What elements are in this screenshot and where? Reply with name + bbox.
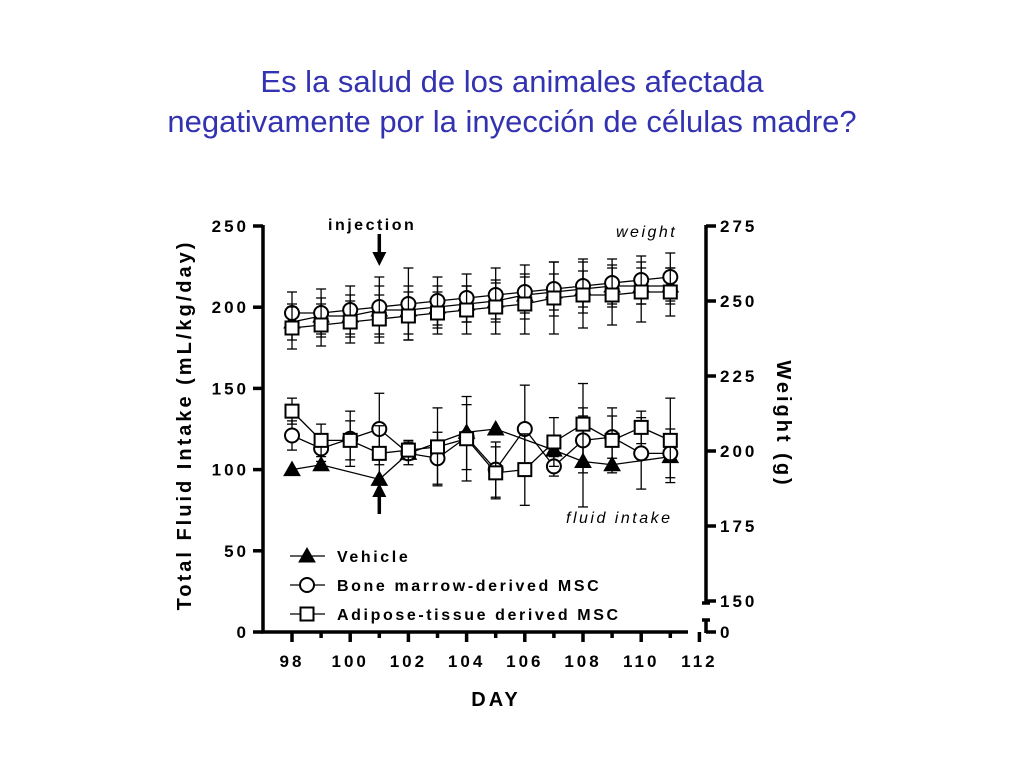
data-point <box>313 432 329 448</box>
slide-title-line-2: negativamente por la inyección de célula… <box>167 104 857 139</box>
data-point <box>604 287 620 303</box>
data-point <box>662 284 678 300</box>
x-tick-label: 100 <box>332 652 369 671</box>
legend-marker <box>299 577 315 593</box>
data-point <box>430 439 445 455</box>
data-point <box>546 290 562 306</box>
y-right-tick-label: 0 <box>720 623 732 642</box>
legend-label: Bone marrow-derived MSC <box>337 578 601 595</box>
y-left-tick-label: 100 <box>212 461 249 480</box>
legend-label: Adipose-tissue derived MSC <box>337 607 621 624</box>
data-point <box>284 403 300 419</box>
y-left-tick-label: 50 <box>224 542 249 561</box>
data-point <box>488 299 504 315</box>
legend-marker <box>299 606 315 622</box>
data-point <box>546 434 562 450</box>
series-layer <box>283 252 680 508</box>
data-point <box>312 455 330 472</box>
data-point <box>633 419 649 435</box>
y-left-tick-label: 0 <box>237 623 249 642</box>
axes: 0 50 100 150 200 250 0 150 175 200 225 250 275 98 100 1… <box>174 217 794 711</box>
series-fluid-intake-1 <box>283 415 680 508</box>
y-right-tick-label: 200 <box>720 442 757 461</box>
injection-label: injection <box>328 217 416 234</box>
data-point <box>486 419 505 436</box>
data-point <box>400 308 416 324</box>
data-point <box>342 314 358 330</box>
injection-arrow-up-head <box>372 483 387 497</box>
data-point <box>575 416 591 432</box>
data-point <box>371 311 387 327</box>
y-right-tick-label: 225 <box>720 367 757 386</box>
legend-marker <box>298 546 316 563</box>
y-right-tick-label: 275 <box>720 217 757 236</box>
y-left-tick-label: 200 <box>212 298 249 317</box>
data-point <box>604 432 620 448</box>
x-tick-label: 102 <box>390 652 427 671</box>
data-point <box>284 427 300 444</box>
data-point <box>459 302 475 318</box>
data-point <box>284 320 300 336</box>
y-left-tick-label: 250 <box>212 217 249 236</box>
data-point <box>517 296 533 312</box>
data-point <box>633 445 650 462</box>
data-point <box>517 462 533 478</box>
left-y-axis-title: Total Fluid Intake (mL/kg/day) <box>174 240 196 611</box>
data-point <box>430 305 445 321</box>
x-tick-label: 104 <box>448 652 485 671</box>
injection-arrow-down-head <box>372 252 387 266</box>
x-axis-title: DAY <box>471 689 520 711</box>
data-point <box>371 445 387 461</box>
annotations: injection weight fluid intake <box>328 217 677 527</box>
data-point <box>400 442 416 458</box>
y-right-tick-label: 175 <box>720 517 757 536</box>
data-point <box>633 284 649 300</box>
legend-label: Vehicle <box>337 549 410 566</box>
data-point <box>283 460 301 477</box>
y-right-tick-label: 250 <box>720 292 757 311</box>
data-point <box>488 465 504 481</box>
x-tick-label: 110 <box>623 652 659 671</box>
x-tick-label: 106 <box>506 652 543 671</box>
x-tick-label: 98 <box>280 652 305 671</box>
data-point <box>662 432 678 448</box>
data-point <box>342 432 358 448</box>
slide-title-line-1: Es la salud de los animales afectada <box>260 64 764 99</box>
x-tick-label: 108 <box>564 652 601 671</box>
right-y-axis-title: Weight (g) <box>772 360 794 487</box>
y-right-tick-label: 150 <box>720 592 757 611</box>
legend: Vehicle Bone marrow-derived MSC Adipose-ti… <box>290 546 621 624</box>
weight-label: weight <box>616 224 677 241</box>
y-left-tick-label: 150 <box>212 379 249 398</box>
x-tick-label: 112 <box>681 652 717 671</box>
data-point <box>575 287 591 303</box>
series-line <box>291 428 671 481</box>
data-point <box>313 317 329 333</box>
series-weight-6 <box>284 261 678 350</box>
fluid-intake-label: fluid intake <box>566 510 673 527</box>
series-fluid-intake-3 <box>284 382 678 506</box>
slide-title: Es la salud de los animales afectada neg… <box>0 62 1024 142</box>
data-point <box>459 431 475 447</box>
